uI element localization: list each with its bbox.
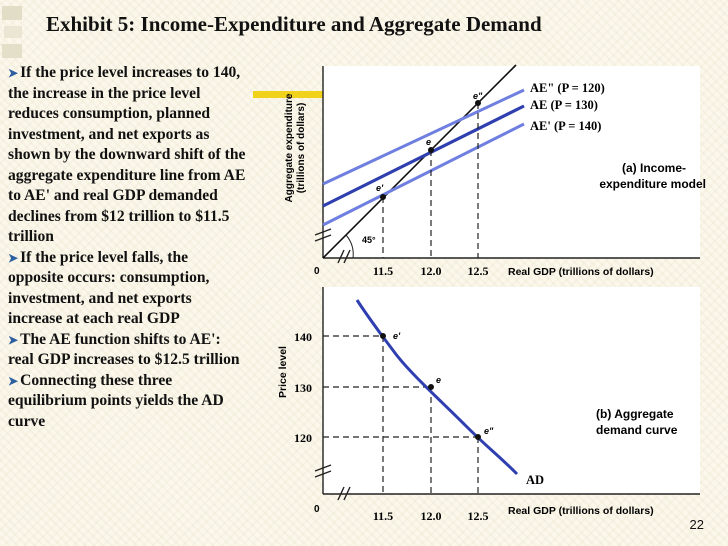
bottom-x-tick-label: 11.5 <box>373 509 393 523</box>
top-x-axis-break <box>343 249 351 264</box>
bullet-item: ➤ If the price level falls, the opposite … <box>8 248 246 330</box>
bottom-panel: e' e e" AD 140 130 120 Price level (b) A… <box>277 287 700 523</box>
top-x-axis-break <box>337 249 345 264</box>
curve-label-ae-double-prime: AE" (P = 120) <box>530 81 605 95</box>
bottom-caption-line2: demand curve <box>596 423 678 437</box>
bullet-text: Connecting these three equilibrium point… <box>8 371 224 430</box>
line-45-degree <box>322 64 517 259</box>
bullet-item: ➤ The AE function shifts to AE': real GDP… <box>8 330 246 371</box>
bottom-y-axis-break <box>314 470 332 478</box>
top-x-tick-label: 12.0 <box>421 264 442 278</box>
bottom-plot-area <box>323 287 700 494</box>
ad-curve-label: AD <box>526 473 544 487</box>
bullet-text: If the price level increases to 140, the… <box>8 64 246 245</box>
top-ylabel-line1: Aggregate expenditure <box>284 93 295 202</box>
bullet-list: ➤ If the price level increases to 140, th… <box>8 63 246 432</box>
top-caption-line1: (a) Income- <box>622 161 686 175</box>
ad-curve <box>355 299 519 476</box>
point-label-e-prime: e' <box>393 331 401 341</box>
curve-label-ae: AE (P = 130) <box>530 98 598 112</box>
curve-ae-prime <box>322 122 525 227</box>
bullet-item: ➤ If the price level increases to 140, th… <box>8 63 246 248</box>
bullet-text: If the price level falls, the opposite o… <box>8 248 210 328</box>
bottom-y-tick-label: 130 <box>294 381 312 395</box>
bottom-x-axis-break <box>337 486 345 501</box>
point-e <box>428 384 434 390</box>
bottom-y-tick-label: 120 <box>294 431 312 445</box>
bullet-item: ➤ Connecting these three equilibrium poin… <box>8 371 246 433</box>
top-panel: 45° e' e e" AE" (P = 120) AE (P = 130) A… <box>253 64 706 278</box>
bullet-arrow-icon: ➤ <box>8 66 19 80</box>
top-ylabel-line2: (trillions of dollars) <box>296 103 307 194</box>
top-y-axis-break <box>314 234 332 242</box>
top-x-tick-label: 11.5 <box>373 264 393 278</box>
point-e-double-prime <box>475 434 481 440</box>
top-origin-label: 0 <box>314 266 320 277</box>
bottom-x-tick-label: 12.5 <box>468 509 489 523</box>
bullet-arrow-icon: ➤ <box>8 250 19 265</box>
bullet-arrow-icon: ➤ <box>8 332 19 347</box>
top-plot-area <box>323 66 700 258</box>
bottom-caption-line1: (b) Aggregate <box>596 407 674 421</box>
point-e-prime <box>380 194 386 200</box>
bottom-ylabel: Price level <box>277 346 289 398</box>
bullet-arrow-icon: ➤ <box>8 373 19 388</box>
axis-highlight <box>253 91 323 98</box>
point-label-e-double-prime: e" <box>473 91 483 101</box>
top-x-tick-label: 12.5 <box>468 264 489 278</box>
bottom-origin-label: 0 <box>314 504 320 515</box>
bottom-y-axis-break <box>314 464 332 472</box>
angle-label: 45° <box>362 235 376 245</box>
decorative-strip <box>0 0 26 70</box>
bottom-xlabel: Real GDP (trillions of dollars) <box>508 505 654 517</box>
slide-title: Exhibit 5: Income-Expenditure and Aggreg… <box>46 12 542 36</box>
bottom-y-tick-label: 140 <box>294 330 312 344</box>
page-number: 22 <box>689 517 704 532</box>
curve-ae-double-prime <box>322 88 525 186</box>
bullet-text: The AE function shifts to AE': real GDP … <box>8 330 240 369</box>
point-e-double-prime <box>475 100 481 106</box>
curve-ae <box>322 104 525 208</box>
bottom-x-axis-break <box>343 486 351 501</box>
top-xlabel: Real GDP (trillions of dollars) <box>508 266 654 278</box>
point-label-e-prime: e' <box>376 183 384 193</box>
point-e <box>428 147 434 153</box>
top-caption-line2: expenditure model <box>599 177 706 191</box>
point-label-e-double-prime: e" <box>484 426 494 436</box>
top-y-axis-break <box>314 228 332 236</box>
curve-label-ae-prime: AE' (P = 140) <box>530 119 601 133</box>
point-label-e: e <box>436 375 441 385</box>
point-label-e: e <box>426 137 431 147</box>
point-e-prime <box>380 333 386 339</box>
bottom-x-tick-label: 12.0 <box>421 509 442 523</box>
angle-arc <box>345 234 354 259</box>
